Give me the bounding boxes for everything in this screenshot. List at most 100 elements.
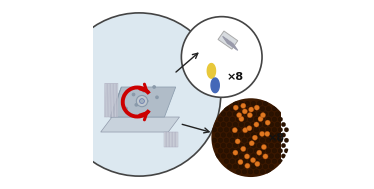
Circle shape [242,149,247,153]
Circle shape [224,128,229,132]
Polygon shape [165,132,166,147]
Circle shape [247,113,252,118]
Circle shape [257,133,262,137]
Circle shape [257,150,262,155]
Circle shape [241,103,246,108]
Circle shape [260,131,264,136]
Circle shape [275,112,280,116]
Circle shape [269,143,274,148]
Circle shape [155,95,159,99]
Polygon shape [115,83,116,117]
Circle shape [242,109,247,114]
Circle shape [236,117,240,122]
Circle shape [252,135,257,140]
Circle shape [263,122,268,127]
Circle shape [221,122,226,127]
Circle shape [124,107,128,110]
Circle shape [254,138,259,143]
Circle shape [248,128,253,132]
Circle shape [248,149,253,153]
Circle shape [239,143,243,148]
Circle shape [254,159,259,163]
Circle shape [121,96,125,100]
Circle shape [251,101,256,106]
Circle shape [236,149,240,153]
Circle shape [142,89,146,93]
Polygon shape [107,83,109,117]
Circle shape [266,128,271,132]
Circle shape [251,122,256,127]
Polygon shape [116,83,118,117]
Circle shape [132,93,135,96]
Circle shape [233,122,237,127]
Circle shape [248,138,253,143]
Circle shape [248,170,253,174]
Circle shape [230,138,234,143]
Circle shape [224,117,229,122]
Circle shape [266,149,271,153]
Circle shape [218,138,223,143]
Circle shape [227,143,232,148]
Circle shape [232,128,237,133]
Circle shape [257,143,262,148]
Text: ×8: ×8 [267,133,285,143]
Circle shape [239,101,243,106]
Circle shape [238,160,243,165]
Circle shape [260,149,265,153]
Circle shape [212,128,217,132]
Circle shape [251,143,256,148]
Circle shape [239,116,244,122]
Circle shape [266,170,271,174]
Circle shape [281,133,286,137]
Circle shape [245,163,250,168]
Circle shape [269,164,274,169]
Circle shape [257,122,262,127]
Circle shape [233,112,237,116]
Circle shape [254,107,259,111]
Circle shape [260,107,265,111]
Circle shape [140,99,144,104]
Circle shape [251,158,255,163]
Circle shape [224,159,229,163]
Circle shape [227,122,232,127]
Polygon shape [171,132,172,147]
Circle shape [224,107,229,111]
Polygon shape [110,87,176,117]
Circle shape [257,112,262,116]
Circle shape [269,112,274,116]
Polygon shape [169,132,170,147]
Circle shape [245,154,249,159]
Circle shape [247,126,252,131]
Text: ×8: ×8 [226,72,243,82]
Circle shape [242,159,247,163]
Circle shape [278,138,283,143]
Circle shape [272,107,277,111]
Circle shape [233,154,237,158]
Circle shape [239,133,243,137]
Circle shape [263,154,268,159]
Polygon shape [104,83,106,117]
Circle shape [137,95,148,107]
Circle shape [245,154,250,158]
Circle shape [260,113,266,118]
Circle shape [233,143,237,148]
Circle shape [266,117,271,122]
Circle shape [266,107,271,111]
Circle shape [218,149,223,153]
Circle shape [236,107,240,111]
Circle shape [181,17,262,97]
Circle shape [248,117,253,122]
Polygon shape [168,132,169,147]
Circle shape [249,107,254,112]
Circle shape [260,170,265,174]
Circle shape [215,143,220,148]
Circle shape [242,107,247,111]
Circle shape [215,154,220,158]
Circle shape [281,154,286,158]
Circle shape [254,170,259,174]
Circle shape [249,141,254,146]
Circle shape [237,113,242,118]
Circle shape [236,170,240,174]
Circle shape [230,117,234,122]
Circle shape [245,122,250,127]
